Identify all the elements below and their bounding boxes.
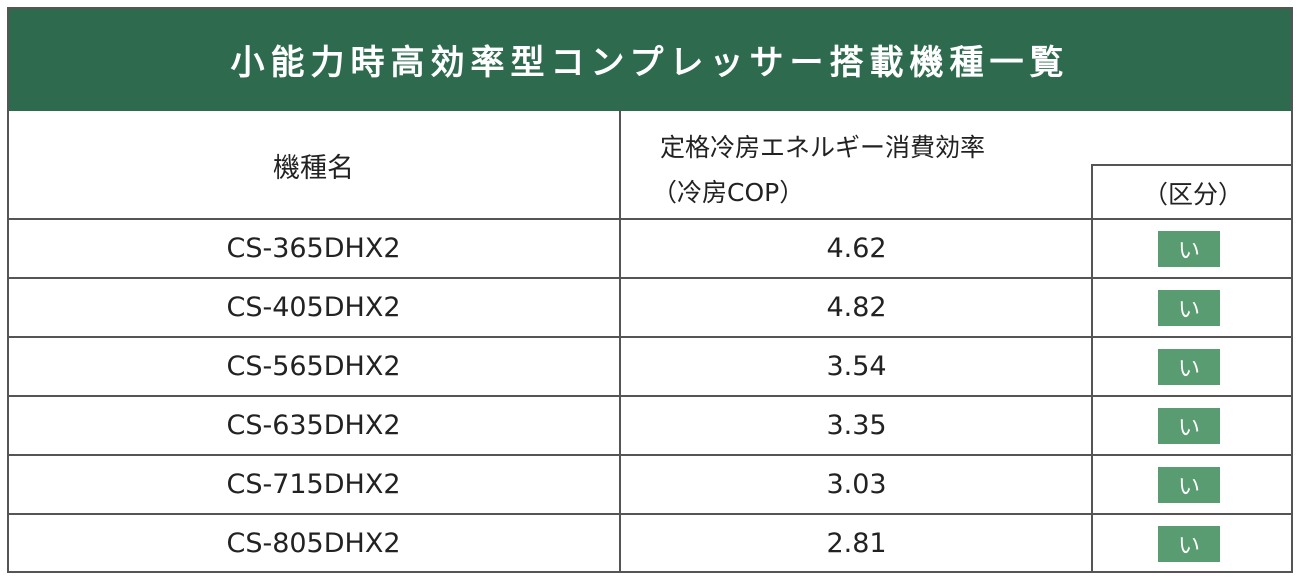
cop-cell: 4.62 [826, 233, 887, 264]
table-title: 小能力時高効率型コンプレッサー搭載機種一覧 [7, 7, 1293, 111]
model-cell: CS-365DHX2 [226, 233, 401, 264]
row-divider [7, 218, 1293, 220]
class-badge: い [1158, 290, 1220, 326]
model-cell: CS-635DHX2 [226, 410, 401, 441]
column-divider [619, 110, 621, 573]
model-cell: CS-565DHX2 [226, 351, 401, 382]
header-cell: （冷房COP） [652, 178, 805, 207]
column-divider [1091, 165, 1093, 573]
row-divider [7, 277, 1293, 279]
model-cell: CS-405DHX2 [226, 292, 401, 323]
class-badge: い [1158, 467, 1220, 503]
row-divider [7, 454, 1293, 456]
class-badge: い [1158, 408, 1220, 444]
header-cell: 定格冷房エネルギー消費効率 [660, 133, 986, 162]
model-cell: CS-715DHX2 [226, 469, 401, 500]
header-cell: （区分） [1142, 179, 1243, 209]
class-badge: い [1158, 526, 1220, 562]
row-divider [7, 513, 1293, 515]
model-cell: CS-805DHX2 [226, 528, 401, 559]
cop-cell: 3.54 [826, 351, 887, 382]
row-divider [7, 395, 1293, 397]
cop-cell: 2.81 [826, 528, 887, 559]
cop-cell: 3.03 [826, 469, 887, 500]
class-badge: い [1158, 231, 1220, 267]
row-divider [1091, 164, 1293, 166]
cop-cell: 3.35 [826, 410, 887, 441]
row-divider [7, 336, 1293, 338]
table-frame [7, 7, 1293, 573]
cop-cell: 4.82 [826, 292, 887, 323]
class-badge: い [1158, 349, 1220, 385]
header-cell: 機種名 [273, 152, 354, 184]
